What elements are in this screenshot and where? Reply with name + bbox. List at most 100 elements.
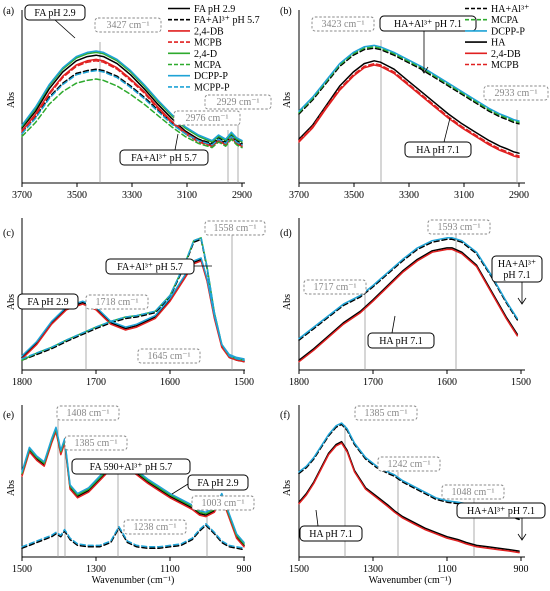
leader-line [315, 509, 319, 527]
panel-d-curves [298, 237, 519, 363]
panel-a-legend: FA pH 2.9FA+Al³⁺ pH 5.72,4-DBMCPB2,4-DMC… [168, 4, 260, 93]
panel-e-annotation-box [187, 474, 249, 491]
x-tick-label: 900 [237, 564, 252, 575]
panel-f-peak-box [354, 405, 418, 421]
panel-b-peak-label: 2933 cm⁻¹ [495, 88, 538, 99]
panel-f-label: (f) [280, 410, 290, 421]
x-tick-label: 1500 [511, 377, 531, 388]
panel-b-annotation-box [379, 15, 477, 32]
legend-label: FA+Al³⁺ pH 5.7 [194, 15, 260, 26]
panel-f-annotation: HA pH 7.1 [309, 529, 353, 540]
panel-d-label: (d) [280, 228, 292, 239]
panel-e-peak-label: 1003 cm⁻¹ [202, 498, 245, 509]
panel-a-annotation-box [119, 149, 209, 166]
panel-c-annotation-box [105, 258, 195, 275]
panel-e-peak-box [64, 435, 128, 451]
panel-e-peak-label: 1385 cm⁻¹ [75, 438, 118, 449]
panel-e-peak-label: 1238 cm⁻¹ [134, 522, 177, 533]
legend-label: MCPB [491, 60, 519, 71]
panel-e: (e) Abs 1500 1300 1100 900 Wavenumber (c… [3, 405, 255, 586]
panel-e-peak-label: 1408 cm⁻¹ [67, 408, 110, 419]
panel-d-ylabel: Abs [282, 294, 293, 310]
leader-line [174, 133, 179, 151]
panel-b: (b) Abs 3700 3500 3300 3100 2900 3423 cm… [280, 4, 549, 201]
panel-a-peak-box [173, 110, 241, 126]
series-line-2-4-d [21, 51, 243, 143]
series-line-dcpp-p [21, 50, 243, 142]
panel-a-peak-box [94, 17, 162, 33]
panel-b-peak-box [311, 16, 375, 32]
panel-c-annotation-box [17, 293, 79, 310]
panel-f: (f) Abs 1500 1300 1100 900 Wavenumber (c… [280, 405, 546, 586]
panel-a-ylabel: Abs [6, 92, 17, 108]
panel-c-peak-label: 1558 cm⁻¹ [214, 223, 257, 234]
panel-c-peak-label: 1645 cm⁻¹ [148, 351, 191, 362]
panel-a: (a) Abs 3700 3500 3300 3100 2900 FA pH 2… [3, 4, 272, 201]
legend-label: 2,4-DB [194, 26, 224, 37]
legend-label: MCPP-P [194, 82, 230, 93]
legend-label: 2,4-D [194, 49, 217, 60]
series-line-2-4-db [298, 64, 520, 159]
panel-e-annotation-box [71, 458, 191, 475]
panel-a-label: (a) [3, 6, 14, 17]
legend-label: FA pH 2.9 [194, 4, 235, 15]
x-tick-label: 3700 [289, 190, 309, 201]
x-tick-label: 3300 [399, 190, 419, 201]
panel-c-annotation: FA+Al³⁺ pH 5.7 [117, 262, 183, 273]
panel-a-curves [21, 50, 243, 149]
x-tick-label: 3500 [67, 190, 87, 201]
x-tick-label: 2900 [509, 190, 529, 201]
panel-f-peak-label: 1242 cm⁻¹ [388, 459, 431, 470]
arrow-head [517, 533, 527, 541]
panel-e-peak-box [191, 495, 255, 511]
panel-d-peak-box [303, 279, 367, 295]
panel-f-annotation-box [299, 525, 363, 542]
x-tick-label: 1300 [86, 564, 106, 575]
series-line-ha [298, 60, 520, 154]
panel-c-peak-box [85, 294, 149, 310]
x-tick-label: 1800 [12, 377, 32, 388]
panel-d-peak-label: 1717 cm⁻¹ [314, 282, 357, 293]
panel-d-peak-label: 1593 cm⁻¹ [438, 222, 481, 233]
panel-d-annotation: HA+Al³⁺ [498, 259, 536, 270]
panel-b-annotation: HA+Al³⁺ pH 7.1 [394, 19, 462, 30]
panel-d-annotation-box [491, 255, 543, 283]
x-tick-label: 2900 [232, 190, 252, 201]
panel-d-peak-box [427, 219, 491, 235]
panel-a-annotation: FA pH 2.9 [34, 8, 75, 19]
legend-label: 2,4-DB [491, 49, 521, 60]
leader-line [171, 483, 189, 495]
x-tick-label: 1700 [363, 377, 383, 388]
x-tick-label: 3300 [122, 190, 142, 201]
panel-c-peak-box [137, 348, 201, 364]
x-tick-label: 1100 [160, 564, 180, 575]
panel-e-annotation: FA pH 2.9 [197, 478, 238, 489]
legend-label: DCPP-P [491, 26, 525, 37]
x-tick-label: 1700 [86, 377, 106, 388]
panel-f-ylabel: Abs [282, 480, 293, 496]
legend-label: MCPB [194, 38, 222, 49]
panel-f-peak-box [377, 456, 441, 472]
panel-c-peak-label: 1718 cm⁻¹ [96, 297, 139, 308]
panel-b-label: (b) [280, 6, 292, 17]
x-tick-label: 1600 [437, 377, 457, 388]
panel-f-annotation: HA+Al³⁺ pH 7.1 [467, 506, 535, 517]
panel-e-annotation: FA 590+Al³⁺ pH 5.7 [90, 462, 173, 473]
series-line-mcpa [298, 46, 520, 124]
series-line-fa-al-ph-5-7 [21, 524, 245, 551]
x-tick-label: 1500 [234, 377, 254, 388]
series-line-mcpb [21, 60, 243, 147]
x-tick-label: 1100 [437, 564, 457, 575]
x-tick-label: 1500 [289, 564, 309, 575]
series-line-mcpp-p [21, 523, 245, 549]
leader-line [443, 117, 451, 143]
series-line-2-4-db [298, 248, 519, 363]
series-line-dcpp-p [298, 44, 520, 122]
series-line-mcpp-p [21, 237, 245, 361]
legend-label: MCPA [194, 60, 222, 71]
panel-e-label: (e) [3, 410, 14, 421]
x-tick-label: 3500 [344, 190, 364, 201]
panel-f-annotation-box [456, 502, 546, 519]
leader-line [54, 19, 76, 39]
